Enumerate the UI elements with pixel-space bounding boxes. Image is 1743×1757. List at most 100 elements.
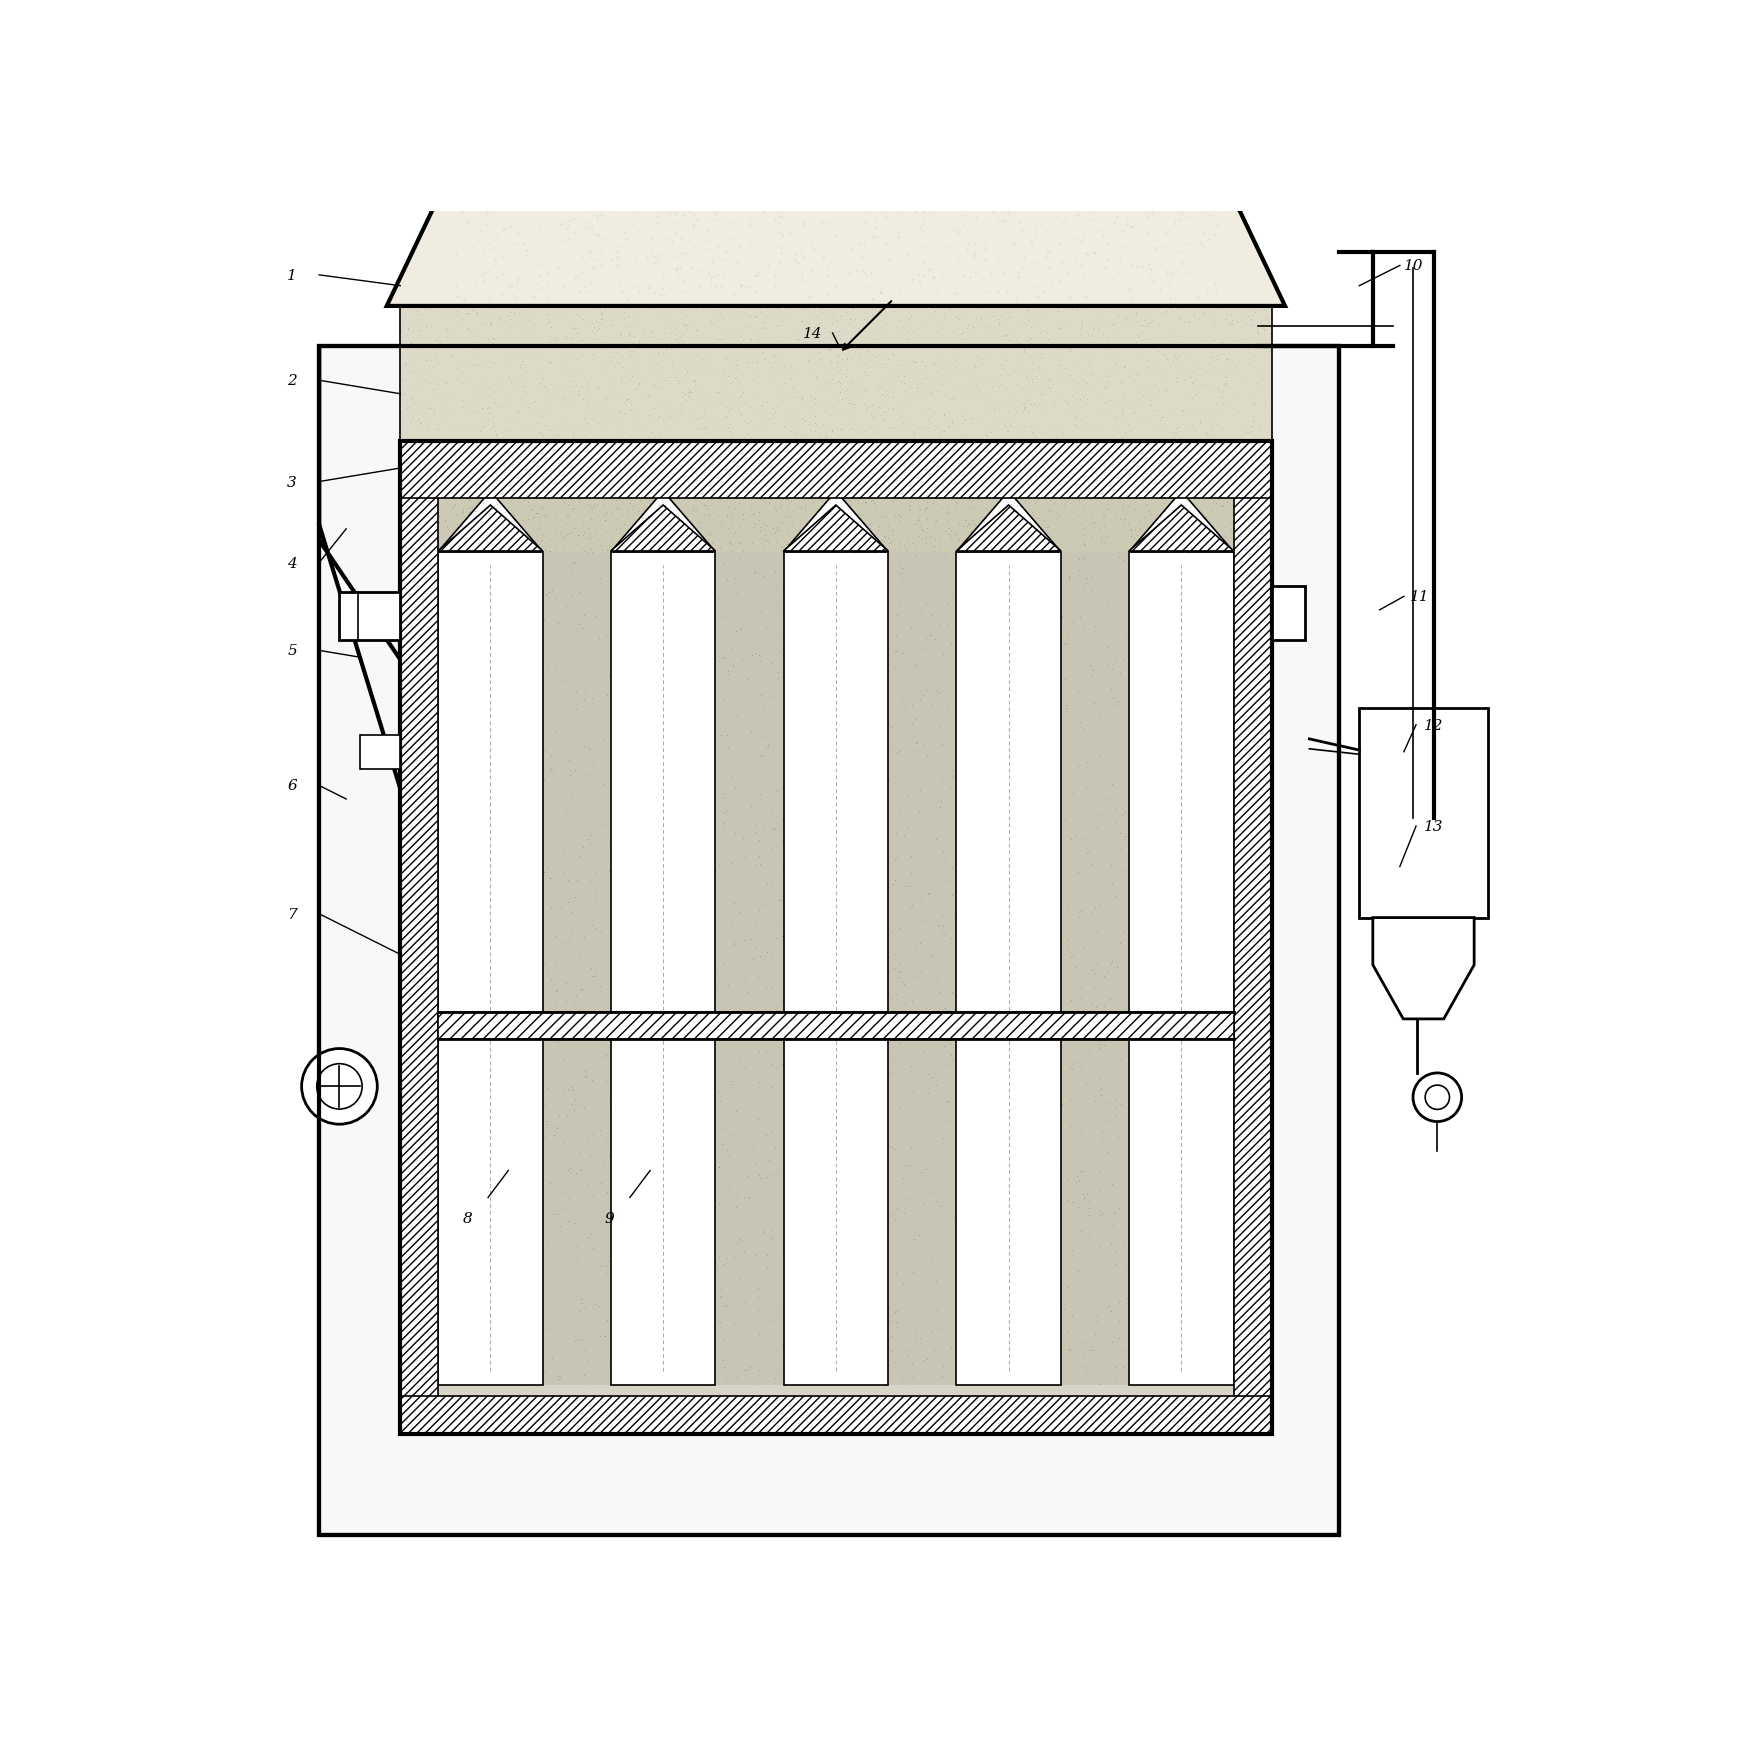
Point [469,495,497,524]
Point [1041,390,1068,418]
Point [1170,842,1197,870]
Point [678,350,706,378]
Point [432,1279,460,1307]
Point [748,604,776,633]
Point [885,951,913,979]
Point [702,332,730,360]
Point [718,1323,746,1351]
Point [908,597,936,625]
Point [880,357,908,385]
Point [905,506,933,534]
Point [675,673,702,701]
Point [687,293,715,322]
Point [856,785,884,813]
Point [1210,437,1238,466]
Point [924,944,952,972]
Point [1077,564,1105,592]
Point [941,1362,969,1390]
Point [415,408,443,436]
Point [579,675,607,703]
Point [525,515,553,543]
Point [1122,329,1150,357]
Point [835,659,863,687]
Point [1063,485,1091,513]
Point [655,692,683,720]
Point [943,1181,971,1209]
Point [779,376,807,404]
Point [927,691,955,719]
Point [638,332,666,360]
Point [851,622,878,650]
Point [1065,1114,1093,1142]
Point [837,408,865,436]
Point [512,300,540,329]
Point [746,506,774,534]
Point [1175,474,1203,503]
Point [795,510,823,538]
Point [490,455,518,483]
Point [1093,1009,1121,1037]
Point [931,921,959,949]
Point [798,355,826,383]
Point [706,1283,734,1311]
Point [732,348,760,376]
Point [573,1172,601,1200]
Point [532,1012,560,1040]
Point [741,1323,769,1351]
Point [1098,1005,1126,1033]
Point [1154,559,1182,587]
Point [706,485,734,513]
Point [943,1149,971,1177]
Point [817,1344,845,1372]
Point [1042,1360,1070,1388]
Point [492,499,519,527]
Point [765,387,793,415]
Point [790,422,817,450]
Point [1098,951,1126,979]
Point [859,1167,887,1195]
Point [948,1200,976,1228]
Point [751,1038,779,1066]
Point [580,1066,608,1095]
Point [607,299,634,327]
Point [1185,524,1213,552]
Point [1065,903,1093,931]
Point [469,304,497,332]
Point [1013,986,1041,1014]
Point [526,1283,554,1311]
Point [394,392,422,420]
Point [793,348,821,376]
Point [941,353,969,381]
Point [579,748,607,777]
Point [434,300,462,329]
Point [485,919,512,947]
Point [577,821,605,849]
Point [474,309,502,337]
Point [952,531,980,559]
Point [943,1007,971,1035]
Point [915,1100,943,1128]
Point [474,736,502,764]
Point [950,422,978,450]
Point [1044,645,1072,673]
Point [734,1047,762,1075]
Point [1129,313,1157,341]
Point [953,513,981,541]
Point [718,764,746,792]
Point [680,515,708,543]
Point [948,320,976,348]
Point [788,854,816,882]
Point [1007,1281,1035,1309]
Point [1046,351,1074,380]
Point [486,490,514,518]
Point [718,344,746,372]
Point [1168,1026,1196,1054]
Point [819,915,847,944]
Point [885,589,913,617]
Point [476,395,504,423]
Point [596,1024,624,1052]
Point [1166,599,1194,627]
Point [729,378,756,406]
Point [1096,1256,1124,1284]
Point [715,413,743,441]
